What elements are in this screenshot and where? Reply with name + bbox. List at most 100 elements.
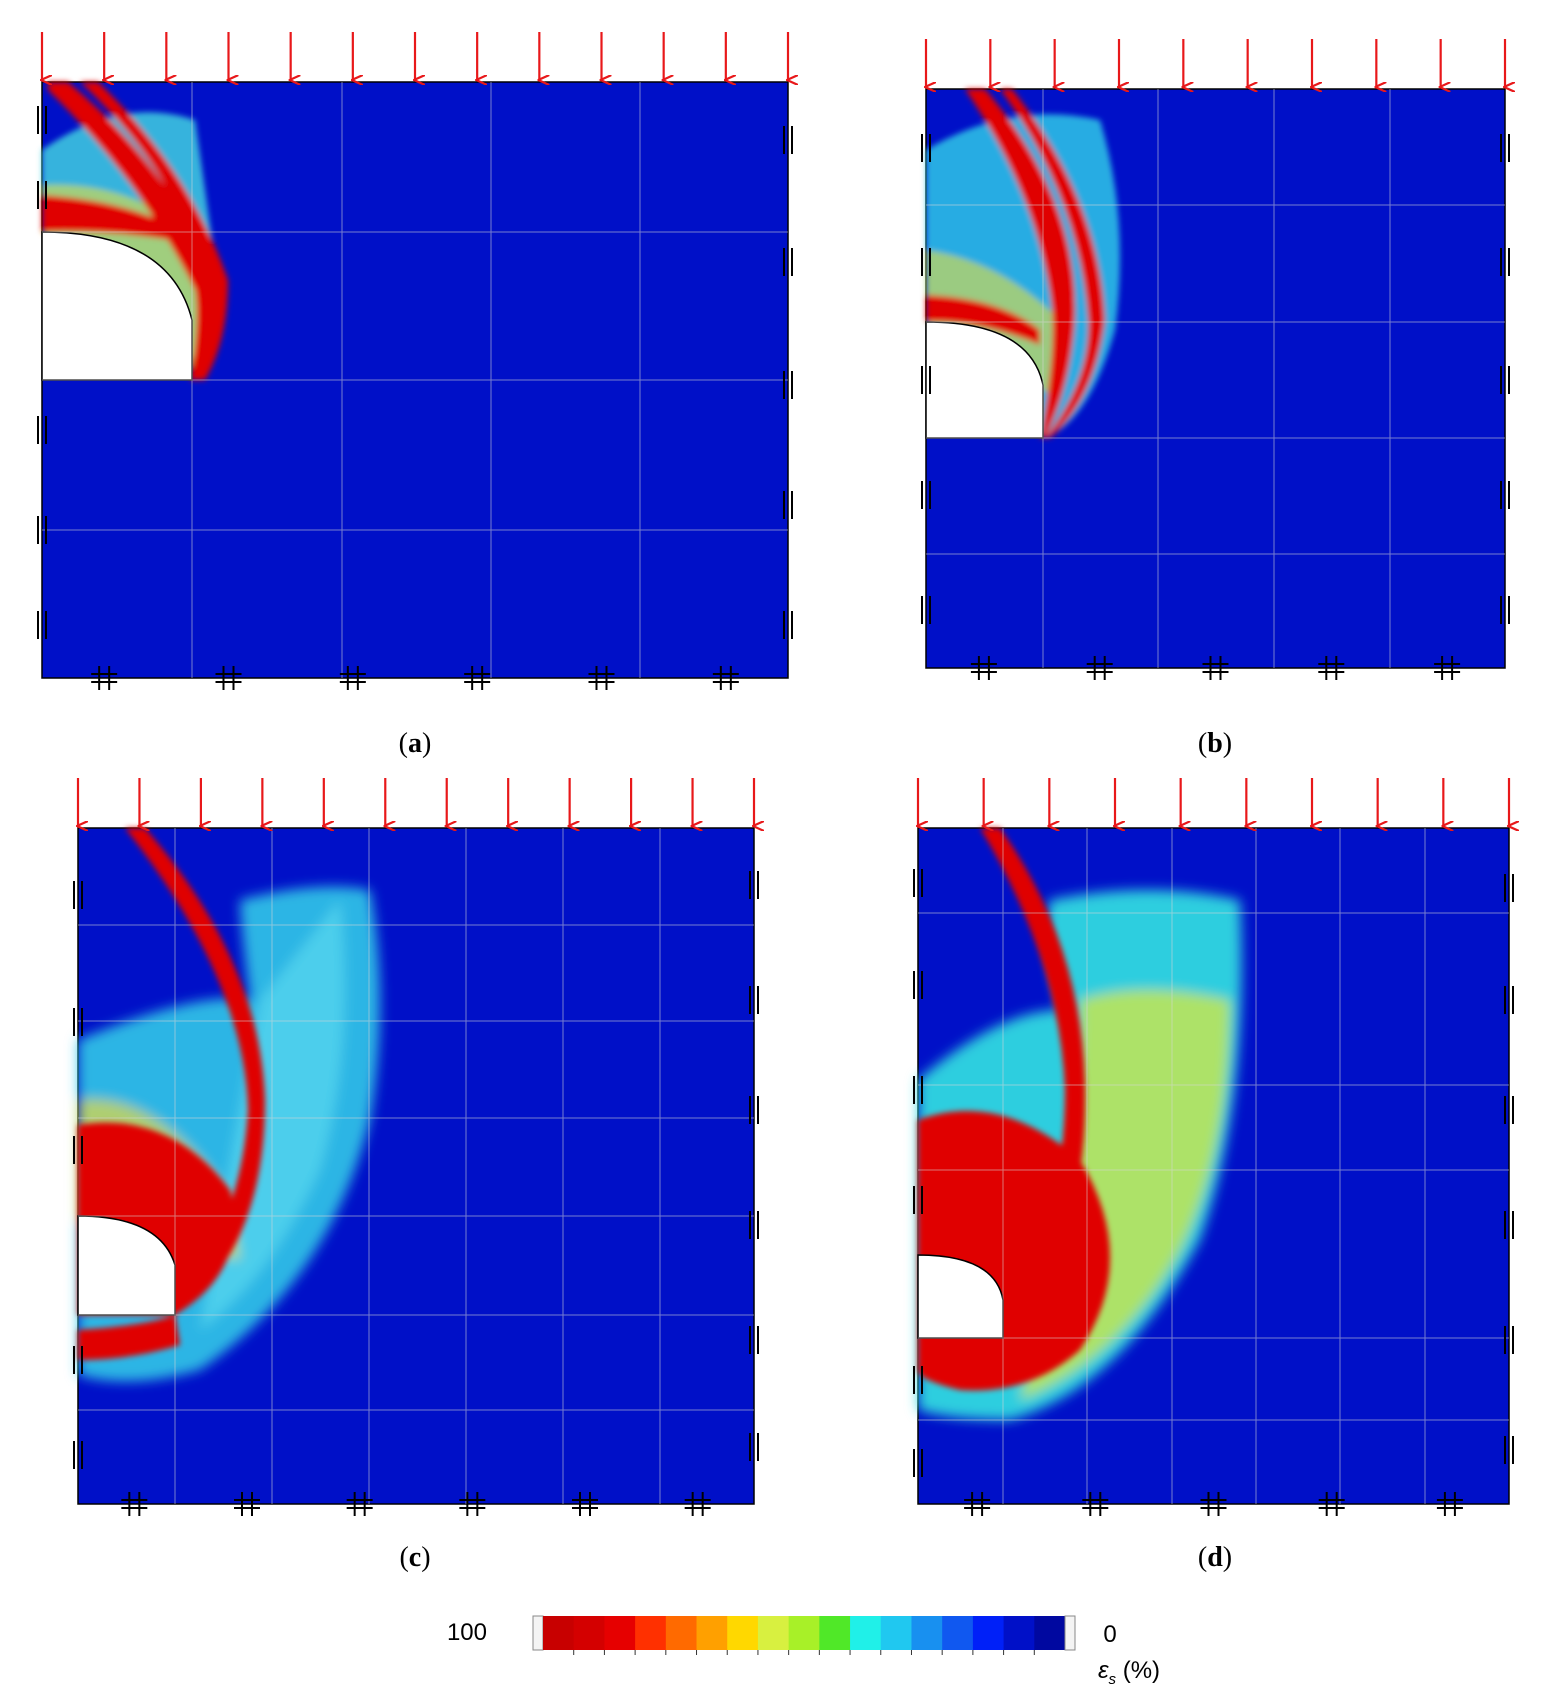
roller-horizontal-icon-b <box>970 656 997 680</box>
strain-colorbar: 100 0 εs (%) <box>447 1615 1160 1688</box>
colorbar-swatch <box>880 1616 912 1650</box>
roller-horizontal-icon-d <box>1082 1492 1109 1516</box>
roller-horizontal-icon-d <box>964 1492 991 1516</box>
panel-b-shear-band <box>965 89 1076 438</box>
roller-vertical-icon-c <box>749 1211 759 1239</box>
roller-vertical-icon-d <box>913 869 923 897</box>
roller-vertical-icon-d <box>1504 874 1514 902</box>
roller-vertical-icon-c <box>749 871 759 899</box>
roller-vertical-icon-c <box>73 881 83 909</box>
load-arrows <box>42 32 1509 826</box>
panel-a-label: (a) <box>399 728 432 759</box>
roller-horizontal-icon-b <box>1434 656 1461 680</box>
colorbar-swatch <box>788 1616 820 1650</box>
colorbar-swatch <box>665 1616 698 1650</box>
roller-vertical-icon-d <box>1504 1096 1514 1124</box>
panel-c-grid <box>78 828 754 1504</box>
colorbar-swatch <box>573 1616 605 1650</box>
roller-vertical-icon-d <box>1504 1436 1514 1464</box>
roller-vertical-icon-c <box>749 986 759 1014</box>
panel-b-shear-band-2 <box>1000 89 1105 438</box>
roller-horizontal-icon-d <box>1318 1492 1345 1516</box>
colorbar-swatch <box>604 1616 636 1650</box>
roller-vertical-icon-d <box>913 1076 923 1104</box>
roller-horizontal-icon-a <box>588 666 615 690</box>
colorbar-swatch <box>543 1616 575 1650</box>
roller-vertical-icon-b <box>1500 134 1510 162</box>
colorbar-swatch <box>1034 1616 1066 1650</box>
roller-horizontal-icon-a <box>464 666 491 690</box>
roller-vertical-icon-d <box>1504 1211 1514 1239</box>
colorbar-max-label: 100 <box>447 1619 487 1646</box>
roller-vertical-icon-c <box>749 1096 759 1124</box>
roller-vertical-icon-b <box>921 481 931 509</box>
roller-vertical-icon-a <box>783 248 793 276</box>
roller-vertical-icon-a <box>37 611 47 639</box>
roller-horizontal-icon-c <box>346 1492 373 1516</box>
roller-vertical-icon-a <box>37 416 47 444</box>
panel-d-grid <box>918 828 1509 1504</box>
roller-vertical-icon-c <box>73 1136 83 1164</box>
roller-horizontal-icon-c <box>459 1492 486 1516</box>
roller-vertical-icon-a <box>37 181 47 209</box>
roller-horizontal-icon-b <box>1086 656 1113 680</box>
roller-vertical-icon-c <box>73 1008 83 1036</box>
roller-vertical-icon-c <box>749 1433 759 1461</box>
roller-vertical-icon-b <box>1500 596 1510 624</box>
panel-c-lower-band <box>78 1315 180 1360</box>
roller-vertical-icon-c <box>749 1326 759 1354</box>
boundary-rollers <box>37 106 1514 1516</box>
colorbar-swatch <box>911 1616 943 1650</box>
roller-horizontal-icon-a <box>215 666 242 690</box>
roller-vertical-icon-a <box>783 491 793 519</box>
roller-vertical-icon-d <box>913 1449 923 1477</box>
roller-vertical-icon-d <box>1504 986 1514 1014</box>
roller-vertical-icon-b <box>921 596 931 624</box>
panel-a-grid <box>42 82 788 678</box>
roller-vertical-icon-a <box>783 126 793 154</box>
roller-horizontal-icon-d <box>1200 1492 1227 1516</box>
roller-horizontal-icon-c <box>121 1492 148 1516</box>
colorbar-swatch <box>635 1616 667 1650</box>
panel-a-shear-band-2 <box>80 82 228 380</box>
panel-b-label: (b) <box>1198 728 1232 759</box>
colorbar-quantity-label: εs (%) <box>1098 1657 1160 1688</box>
panel-a-shear-band <box>48 82 222 380</box>
roller-vertical-icon-b <box>921 248 931 276</box>
colorbar-swatch <box>972 1616 1005 1650</box>
roller-vertical-icon-b <box>921 134 931 162</box>
roller-horizontal-icon-b <box>1202 656 1229 680</box>
panel-c-label: (c) <box>399 1542 430 1573</box>
roller-vertical-icon-d <box>913 1186 923 1214</box>
colorbar-swatches <box>543 1616 1066 1655</box>
colorbar-swatch <box>819 1616 851 1650</box>
roller-vertical-icon-c <box>73 1346 83 1374</box>
colorbar-left-cap <box>532 1615 544 1651</box>
roller-vertical-icon-b <box>1500 248 1510 276</box>
roller-horizontal-icon-a <box>712 666 739 690</box>
colorbar-swatch <box>757 1616 790 1650</box>
colorbar-swatch <box>850 1616 882 1650</box>
colorbar-swatch <box>942 1616 974 1650</box>
roller-vertical-icon-b <box>921 366 931 394</box>
roller-vertical-icon-b <box>1500 481 1510 509</box>
roller-horizontal-icon-d <box>1436 1492 1463 1516</box>
roller-horizontal-icon-a <box>339 666 366 690</box>
roller-vertical-icon-a <box>37 106 47 134</box>
colorbar-min-label: 0 <box>1103 1621 1116 1648</box>
roller-horizontal-icon-c <box>572 1492 598 1516</box>
panel-b-lower-band <box>926 295 1040 345</box>
panel-d <box>917 827 1510 1505</box>
roller-vertical-icon-d <box>913 1366 923 1394</box>
roller-vertical-icon-d <box>1504 1326 1514 1354</box>
roller-vertical-icon-d <box>913 971 923 999</box>
roller-vertical-icon-a <box>783 371 793 399</box>
roller-vertical-icon-b <box>1500 366 1510 394</box>
colorbar-swatch <box>696 1616 728 1650</box>
colorbar-swatch <box>1003 1616 1035 1650</box>
panel-b <box>925 88 1506 669</box>
roller-horizontal-icon-b <box>1318 656 1345 680</box>
roller-horizontal-icon-a <box>91 666 118 690</box>
panel-d-label: (d) <box>1198 1542 1232 1573</box>
